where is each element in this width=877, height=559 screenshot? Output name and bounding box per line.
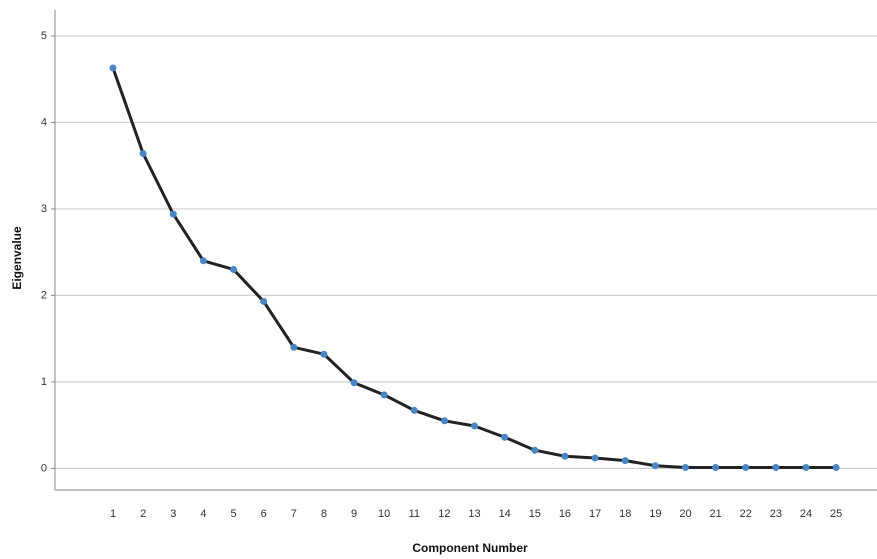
x-tick-label: 13 <box>468 508 480 520</box>
data-point <box>681 464 689 472</box>
x-tick-label: 19 <box>649 508 661 520</box>
x-tick-label: 25 <box>830 508 842 520</box>
data-point <box>139 150 147 158</box>
data-point <box>772 464 780 472</box>
x-tick-label: 22 <box>740 508 752 520</box>
x-tick-label: 2 <box>140 508 146 520</box>
data-point <box>531 446 539 454</box>
data-point <box>561 452 569 460</box>
data-point <box>290 343 298 351</box>
data-point <box>832 464 840 472</box>
x-tick-label: 20 <box>679 508 691 520</box>
data-point <box>169 210 177 218</box>
data-point <box>350 379 358 387</box>
x-tick-label: 18 <box>619 508 631 520</box>
data-point <box>320 350 328 358</box>
x-tick-label: 16 <box>559 508 571 520</box>
series-line <box>111 67 837 470</box>
x-tick-label: 8 <box>321 508 327 520</box>
x-tick-label: 5 <box>230 508 236 520</box>
x-tick-label: 11 <box>409 508 420 520</box>
data-point <box>260 297 268 305</box>
x-tick-label: 9 <box>351 508 357 520</box>
y-tick-label: 4 <box>41 116 47 128</box>
y-axis-title: Eigenvalue <box>10 226 24 290</box>
data-point <box>651 462 659 470</box>
x-tick-label: 4 <box>200 508 206 520</box>
data-point <box>712 464 720 472</box>
x-tick-label: 6 <box>261 508 267 520</box>
y-tick-label: 2 <box>41 289 47 301</box>
x-tick-label: 24 <box>800 508 812 520</box>
data-point <box>742 464 750 472</box>
y-tick-label: 3 <box>41 203 47 215</box>
y-tick-label: 1 <box>41 376 47 388</box>
x-tick-label: 21 <box>709 508 721 520</box>
data-point <box>230 265 238 273</box>
data-point <box>591 454 599 462</box>
x-tick-label: 14 <box>499 508 511 520</box>
x-tick-label: 7 <box>291 508 297 520</box>
data-point <box>410 406 418 414</box>
data-point <box>380 391 388 399</box>
y-tick-label: 5 <box>41 30 47 42</box>
x-tick-label: 17 <box>589 508 601 520</box>
data-point <box>501 433 509 441</box>
x-tick-label: 15 <box>529 508 541 520</box>
y-tick-label: 0 <box>41 462 47 474</box>
data-point <box>621 457 629 465</box>
x-tick-label: 12 <box>438 508 450 520</box>
data-point <box>199 257 207 265</box>
x-tick-label: 1 <box>110 508 116 520</box>
data-point <box>471 422 479 430</box>
data-point <box>440 417 448 425</box>
x-tick-label: 3 <box>170 508 176 520</box>
x-axis-title: Component Number <box>412 541 528 555</box>
data-point <box>802 464 810 472</box>
x-tick-label: 10 <box>378 508 390 520</box>
x-tick-label: 23 <box>770 508 782 520</box>
data-point <box>109 64 117 72</box>
